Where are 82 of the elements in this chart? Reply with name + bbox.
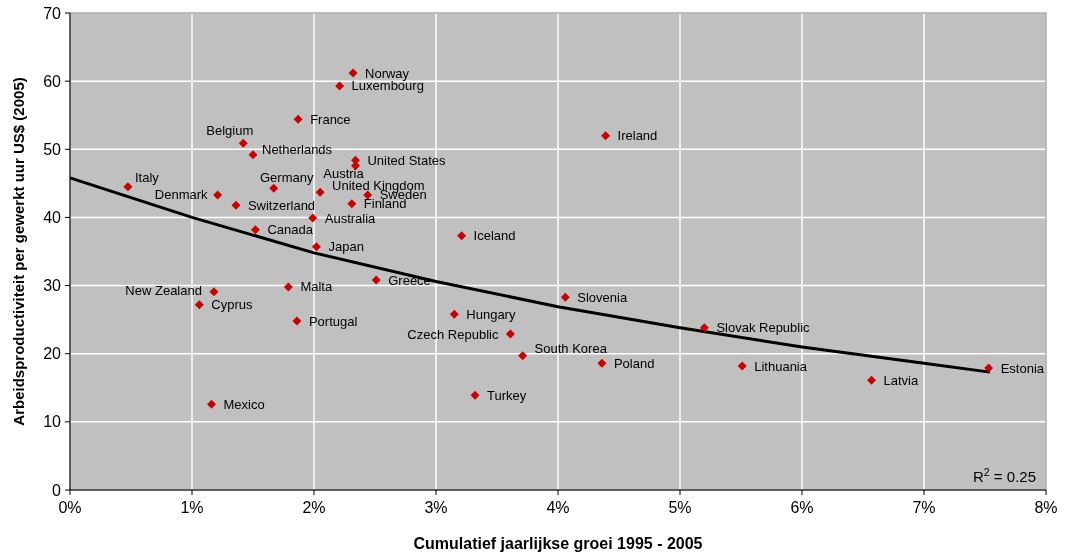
annotation: United States	[367, 152, 447, 168]
point	[207, 399, 217, 409]
annotation: Italy	[134, 170, 160, 186]
point	[194, 300, 204, 310]
annotation: New Zealand	[125, 283, 202, 299]
annotation: Japan	[328, 239, 364, 255]
annotation: Czech Republic	[407, 326, 499, 342]
annotation: Portugal	[308, 313, 358, 329]
x-tick-label: 6%	[790, 499, 814, 516]
annotation: Mexico	[223, 396, 265, 412]
point	[293, 114, 303, 124]
annotation: Hungary	[466, 306, 516, 322]
annotation: Austria	[323, 166, 365, 182]
point	[308, 213, 318, 223]
point	[867, 375, 877, 385]
x-tick-label: 0%	[58, 499, 82, 516]
point	[470, 390, 480, 400]
annotation: Denmark	[154, 187, 209, 203]
point	[123, 182, 133, 192]
point	[231, 200, 241, 210]
annotation: Germany	[260, 169, 314, 185]
annotation: Belgium	[206, 122, 254, 138]
x-tick-label: 4%	[546, 499, 570, 516]
point	[209, 287, 219, 297]
point	[283, 282, 293, 292]
x-tick-label: 7%	[912, 499, 936, 516]
point	[248, 150, 258, 160]
annotation: Slovenia	[577, 289, 628, 305]
annotation: Ireland	[617, 128, 658, 144]
point	[311, 242, 321, 252]
point	[457, 231, 467, 241]
x-tick-label: 2%	[302, 499, 326, 516]
annotation: Estonia	[1000, 360, 1045, 376]
annotation: France	[310, 111, 351, 127]
y-tick-label: 40	[43, 209, 62, 227]
point	[505, 329, 515, 339]
point	[335, 81, 345, 91]
point	[449, 309, 459, 319]
y-axis-title: Arbeidsproductiviteit per gewerkt uur US$ (2005)	[10, 77, 27, 426]
annotation: South Korea	[534, 341, 608, 357]
x-tick-label: 8%	[1034, 499, 1058, 516]
point	[315, 187, 325, 197]
point	[363, 190, 373, 200]
x-tick-label: 3%	[424, 499, 448, 516]
y-tick-label: 50	[43, 140, 62, 158]
annotation: Slovak Republic	[716, 320, 811, 336]
annotation: Norway	[365, 65, 410, 81]
y-tick-label: 0	[52, 481, 62, 499]
point	[518, 351, 528, 361]
annotation: Iceland	[473, 228, 516, 244]
point	[984, 363, 994, 373]
annotation: Canada	[267, 222, 314, 238]
point	[371, 275, 381, 285]
point	[292, 316, 302, 326]
annotation: R$^{2}$ = 0.25	[973, 466, 1036, 485]
point	[347, 199, 357, 209]
point	[699, 323, 709, 333]
point	[250, 225, 260, 235]
annotation: Lithuania	[754, 358, 808, 374]
annotation: Cyprus	[211, 297, 253, 313]
annotation: Poland	[613, 355, 655, 371]
x-tick-label: 1%	[180, 499, 204, 516]
annotation: Turkey	[487, 387, 527, 403]
point	[238, 138, 248, 148]
point	[737, 361, 747, 371]
y-tick-label: 30	[43, 277, 62, 295]
y-tick-label: 20	[43, 345, 62, 363]
point	[213, 190, 223, 200]
point	[348, 68, 358, 78]
annotation: Latvia	[883, 372, 919, 388]
y-tick-label: 10	[43, 413, 62, 431]
y-tick-label: 60	[43, 72, 62, 90]
y-tick-label: 70	[43, 4, 62, 22]
x-tick-label: 5%	[668, 499, 692, 516]
annotation: Australia	[324, 210, 377, 226]
point	[601, 131, 611, 141]
annotation: Netherlands	[262, 142, 333, 158]
point	[597, 358, 607, 368]
point	[560, 292, 570, 302]
annotation: Malta	[300, 279, 333, 295]
x-axis-title: Cumulatief jaarlijkse groei 1995 - 2005	[413, 535, 703, 552]
annotation: Switzerland	[247, 197, 316, 213]
